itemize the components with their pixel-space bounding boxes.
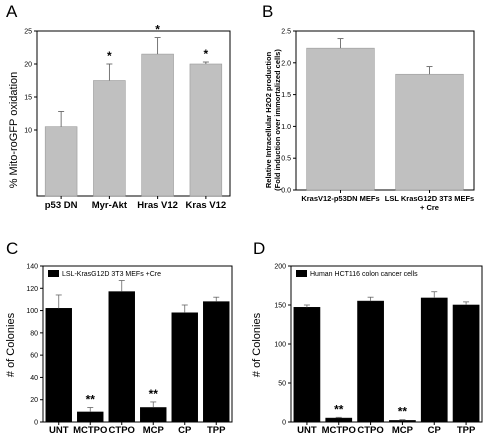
panel-b-bar: [306, 47, 375, 191]
panel-a-bar: [44, 126, 78, 197]
panel-b-category-label: LSL KrasG12D 3T3 MEFs + Cre: [385, 194, 474, 212]
panel-a-category-label: Kras V12: [186, 200, 227, 211]
panel-c-bar: [171, 312, 198, 423]
panel-d-category-label: TPP: [457, 425, 476, 436]
panel-a-ytick-label: 25: [24, 29, 32, 36]
panel-c-ytick-label: 0: [34, 420, 38, 427]
panel-a-ylabel: % Mito-roGFP oxidation: [8, 72, 20, 189]
panel-b-ytick-label: 0.0: [281, 188, 291, 195]
panel-d-significance-mark: **: [398, 405, 408, 419]
panel-d-bar: [389, 420, 416, 423]
panel-d-ylabel: # of Colonies: [251, 312, 263, 377]
panel-b-ytick-label: 0.5: [281, 156, 291, 163]
panel-a-ytick-label: 10: [24, 128, 32, 135]
panel-a-significance-mark: *: [155, 23, 160, 37]
panel-letter-b: B: [262, 2, 273, 21]
panel-letter-d: D: [253, 239, 265, 258]
panel-b-ytick-label: 2.0: [281, 60, 291, 67]
panel-c-ylabel: # of Colonies: [5, 312, 17, 377]
panel-d-significance-mark: **: [334, 402, 344, 416]
panel-a-significance-mark: *: [204, 47, 209, 61]
panel-letter-c: C: [6, 239, 18, 258]
panel-d-ytick-label: 150: [274, 303, 286, 310]
panel-d-bar: [325, 417, 353, 423]
panel-c-bar: [108, 291, 135, 423]
panel-c-category-label: TPP: [207, 425, 226, 436]
panel-a-significance-mark: *: [107, 49, 112, 63]
panel-b-ylabel-line2: (Fold induction over immortalized cells): [273, 49, 282, 191]
panel-a-bar: [141, 53, 174, 197]
panel-b-ytick-label: 1.5: [281, 92, 291, 99]
panel-c-ytick-label: 120: [26, 286, 38, 293]
panel-d-ytick-label: 50: [278, 381, 286, 388]
panel-b-ylabel-line1: Relative Intracellular H2O2 production: [264, 51, 273, 188]
panel-c-bar: [203, 301, 230, 423]
panel-c-ytick-label: 140: [26, 264, 38, 271]
panel-c-category-label: MCP: [143, 425, 165, 436]
panel-d-bar: [420, 297, 448, 423]
panel-c-ytick-label: 80: [30, 330, 38, 337]
panel-b-bar: [395, 73, 464, 191]
panel-a-ytick-label: 20: [24, 62, 32, 69]
panel-letter-a: A: [6, 2, 18, 21]
panel-c-plot-frame: [42, 265, 233, 423]
panel-b-chart: 0.0 0.5 1.0 1.5 2.0 2.5 KrasV12-p53DN MEFs LSL …: [281, 29, 475, 212]
panel-d-legend-swatch: [296, 270, 307, 277]
panel-d-bar: [293, 307, 321, 423]
panel-d-legend-label: Human HCT116 colon cancer cells: [310, 271, 418, 278]
panel-a-ytick-label: 15: [24, 95, 32, 102]
panel-a-category-label: Hras V12: [137, 200, 178, 211]
panel-a-category-label: Myr-Akt: [92, 200, 128, 211]
panel-c-bar: [45, 308, 72, 423]
panel-c-category-label: CTPO: [109, 425, 135, 436]
panel-b-ytick-label: 1.0: [281, 124, 291, 131]
panel-d-ytick-label: 0: [282, 420, 286, 427]
panel-c-category-label: MCTPO: [73, 425, 107, 436]
panel-b-plot-frame: [295, 30, 475, 191]
panel-d-ytick-label: 200: [274, 264, 286, 271]
panel-c-chart: 0 20 40 60 80 100 120 140 UNT ** MCTPO CTPO ** MCP CP T…: [26, 264, 233, 436]
panel-c-significance-mark: **: [86, 393, 96, 407]
panel-c-category-label: CP: [178, 425, 192, 436]
panel-c-bar: [77, 411, 104, 423]
panel-b-category-label: KrasV12-p53DN MEFs: [301, 194, 379, 203]
panel-c-ytick-label: 60: [30, 353, 38, 360]
panel-d-ytick-label: 100: [274, 342, 286, 349]
panel-c-bar: [140, 407, 167, 423]
panel-c-ytick-label: 20: [30, 397, 38, 404]
panel-c-ytick-label: 100: [26, 308, 38, 315]
panel-a-category-label: p53 DN: [45, 200, 78, 211]
panel-d-category-label: CP: [428, 425, 442, 436]
panel-c-ytick-label: 40: [30, 375, 38, 382]
panel-c-legend-label: LSL-KrasG12D 3T3 MEFs +Cre: [62, 271, 161, 278]
panel-a-chart: 10 15 20 25 p53 DN * Myr-Akt * Hras V12 * Kras V12: [24, 23, 231, 211]
panel-a-plot-frame: [36, 30, 231, 197]
panel-d-category-label: CTPO: [357, 425, 383, 436]
panel-d-chart: 0 50 100 150 200 UNT ** MCTPO CTPO ** MCP CP TPP: [274, 264, 483, 436]
panel-d-category-label: UNT: [297, 425, 317, 436]
panel-b-ytick-label: 2.5: [281, 29, 291, 36]
panel-d-category-label: MCP: [392, 425, 414, 436]
panel-a-bar: [189, 63, 223, 197]
panel-c-legend-swatch: [48, 270, 59, 277]
panel-c-significance-mark: **: [149, 387, 159, 401]
panel-c-category-label: UNT: [49, 425, 69, 436]
panel-d-bar: [452, 304, 480, 423]
panel-d-category-label: MCTPO: [322, 425, 356, 436]
panel-a-bar: [93, 80, 126, 197]
panel-d-bar: [357, 300, 384, 423]
